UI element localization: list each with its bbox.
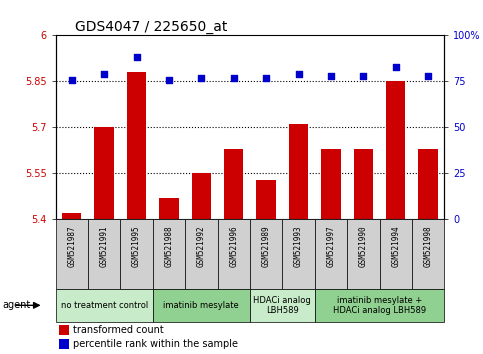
Text: GSM521992: GSM521992 [197,225,206,267]
Bar [224,149,243,219]
Point [295,71,302,77]
Bar [120,219,153,289]
Bar [127,72,146,219]
Point [133,55,141,60]
Text: imatinib mesylate +
HDACi analog LBH589: imatinib mesylate + HDACi analog LBH589 [333,296,426,315]
Point [327,73,335,79]
Point [424,73,432,79]
Bar [315,289,444,322]
Bar [192,173,211,219]
Bar [283,219,315,289]
Bar [418,149,438,219]
Text: GDS4047 / 225650_at: GDS4047 / 225650_at [75,21,227,34]
Text: agent: agent [2,300,30,310]
Point [165,77,173,82]
Bar [250,289,315,322]
Bar [217,219,250,289]
Bar [159,198,179,219]
Text: GSM521995: GSM521995 [132,225,141,267]
Text: GSM521988: GSM521988 [164,225,173,267]
Text: transformed count: transformed count [73,325,164,335]
Bar [380,219,412,289]
Text: GSM521996: GSM521996 [229,225,238,267]
Bar [256,179,276,219]
Text: GSM521998: GSM521998 [424,225,433,267]
Bar [347,219,380,289]
Text: GSM521987: GSM521987 [67,225,76,267]
Bar [62,213,82,219]
Text: GSM521994: GSM521994 [391,225,400,267]
Text: GSM521991: GSM521991 [99,225,109,267]
Bar [250,219,283,289]
Text: imatinib mesylate: imatinib mesylate [163,301,239,310]
Bar [185,219,217,289]
Point [392,64,399,69]
Bar [59,325,69,335]
Text: HDACi analog
LBH589: HDACi analog LBH589 [254,296,311,315]
Bar [59,339,69,349]
Bar [56,289,153,322]
Bar [315,219,347,289]
Bar [289,124,308,219]
Text: no treatment control: no treatment control [60,301,148,310]
Text: GSM521993: GSM521993 [294,225,303,267]
Bar [153,289,250,322]
Point [262,75,270,81]
Bar [354,149,373,219]
Bar [56,219,88,289]
Point [68,77,76,82]
Bar [153,219,185,289]
Bar [386,81,405,219]
Bar [321,149,341,219]
Text: GSM521989: GSM521989 [262,225,270,267]
Text: percentile rank within the sample: percentile rank within the sample [73,339,238,349]
Bar [95,127,114,219]
Point [230,75,238,81]
Bar [88,219,120,289]
Point [100,71,108,77]
Bar [412,219,444,289]
Point [198,75,205,81]
Point [359,73,367,79]
Text: GSM521997: GSM521997 [327,225,336,267]
Text: GSM521990: GSM521990 [359,225,368,267]
